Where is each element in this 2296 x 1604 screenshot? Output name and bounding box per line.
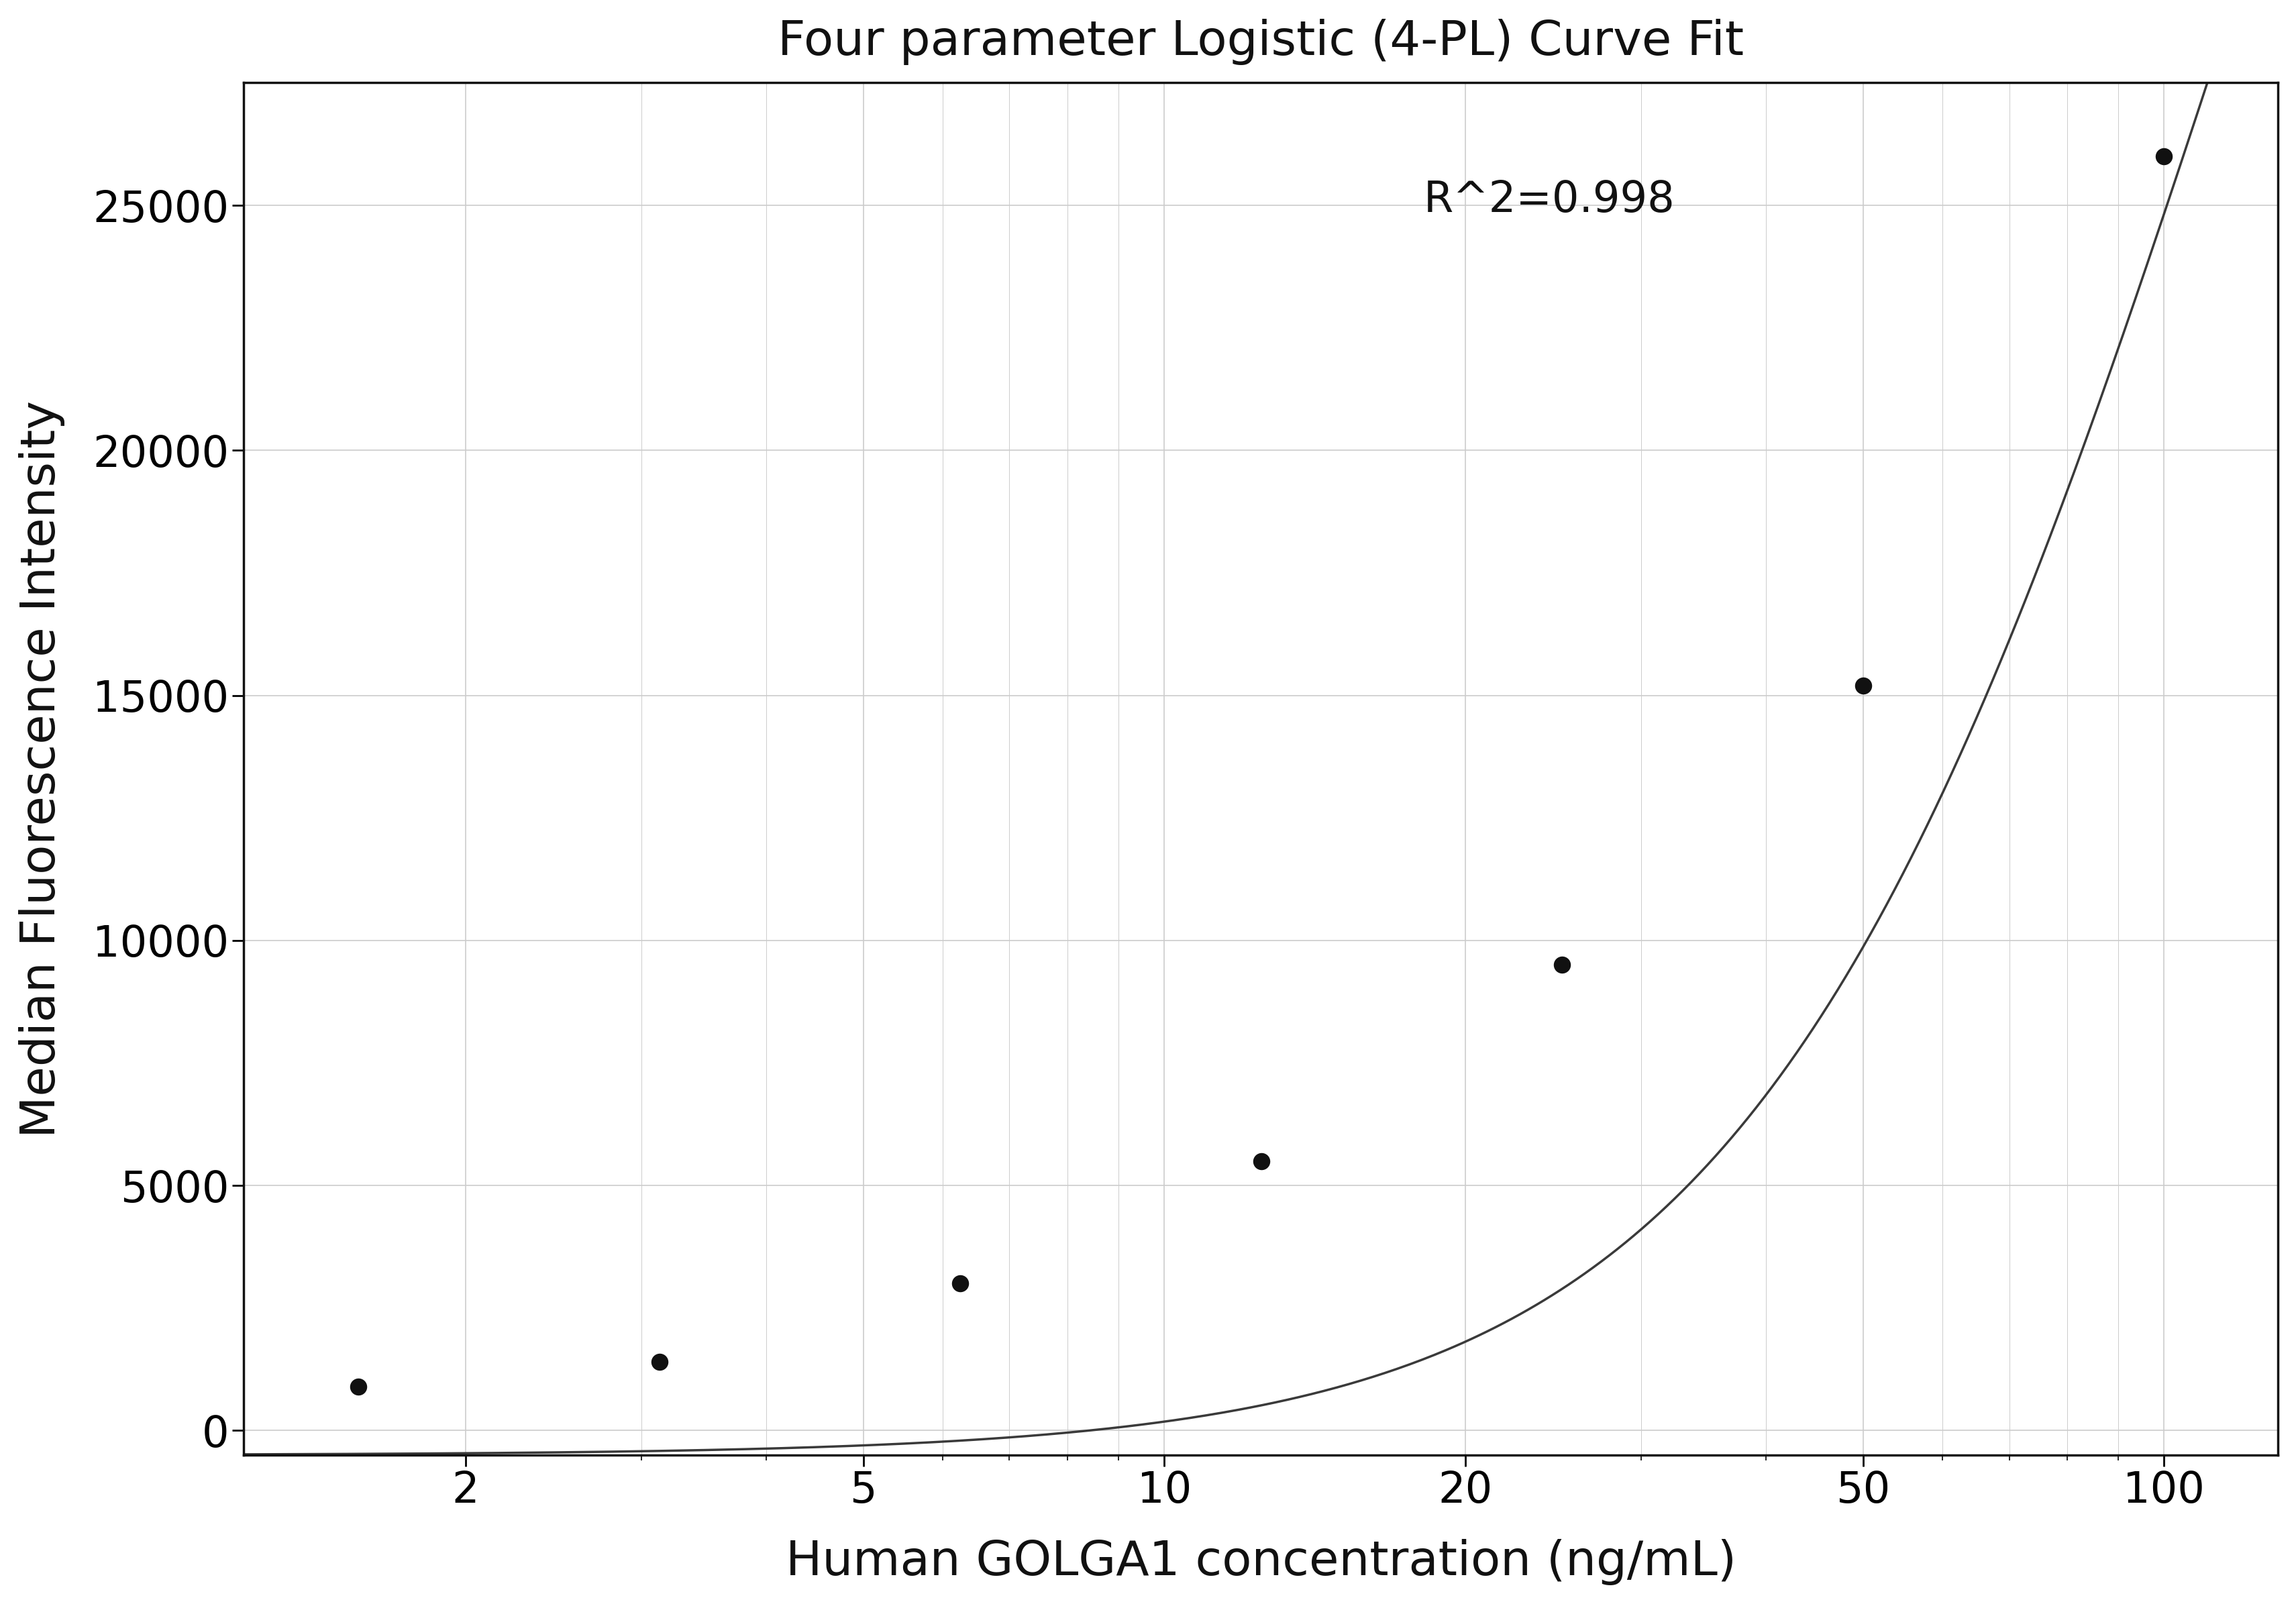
Y-axis label: Median Fluorescence Intensity: Median Fluorescence Intensity xyxy=(18,401,64,1137)
Point xyxy=(1844,672,1880,698)
Point xyxy=(1543,953,1580,978)
Point xyxy=(1242,1148,1279,1174)
Point xyxy=(941,1270,978,1296)
Point xyxy=(641,1349,677,1375)
X-axis label: Human GOLGA1 concentration (ng/mL): Human GOLGA1 concentration (ng/mL) xyxy=(785,1540,1736,1585)
Point xyxy=(2144,143,2181,168)
Text: R^2=0.998: R^2=0.998 xyxy=(1424,180,1674,220)
Title: Four parameter Logistic (4-PL) Curve Fit: Four parameter Logistic (4-PL) Curve Fit xyxy=(778,19,1743,64)
Point xyxy=(340,1373,377,1399)
